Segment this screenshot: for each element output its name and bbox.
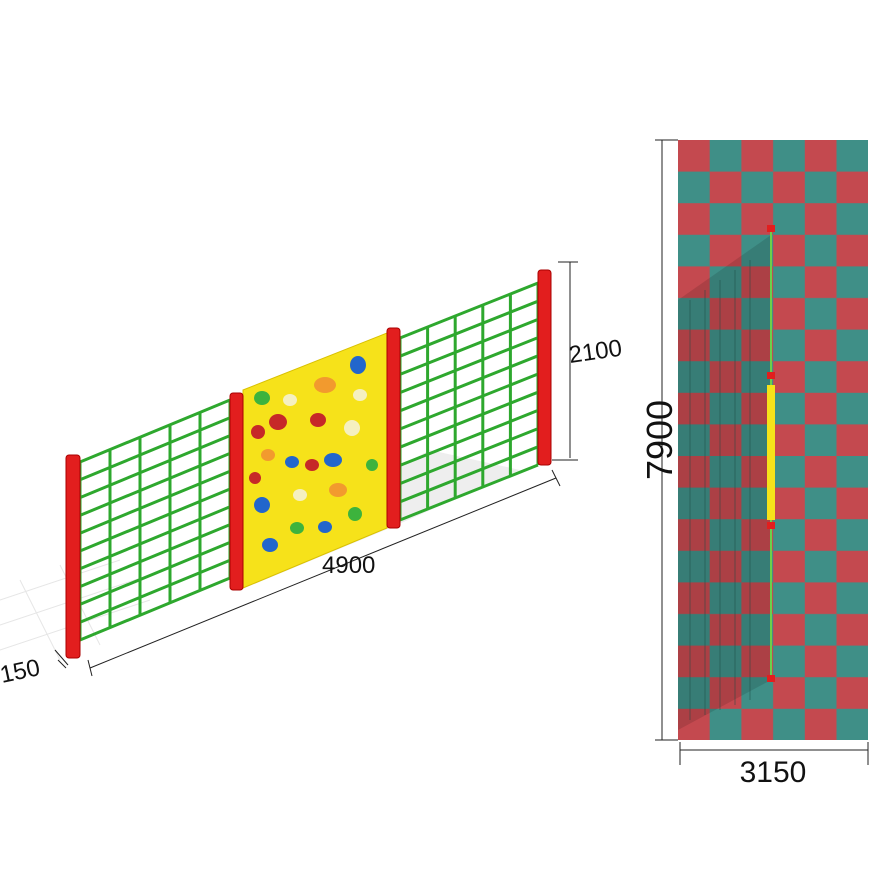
area-length-label: 7900 xyxy=(639,400,680,480)
post-dots xyxy=(767,225,775,682)
shadow xyxy=(678,235,771,730)
area-width-label: 3150 xyxy=(740,756,807,789)
depth-label: 150 xyxy=(0,654,42,689)
length-label: 4900 xyxy=(322,552,375,579)
top-view-mesh xyxy=(689,260,751,720)
panel-top-view xyxy=(767,385,775,520)
dimension-lines-top xyxy=(655,139,869,765)
posts xyxy=(65,269,552,659)
holds xyxy=(249,356,378,552)
dimension-lines xyxy=(54,261,578,677)
height-label: 2100 xyxy=(567,335,624,369)
mesh-left xyxy=(80,400,230,640)
